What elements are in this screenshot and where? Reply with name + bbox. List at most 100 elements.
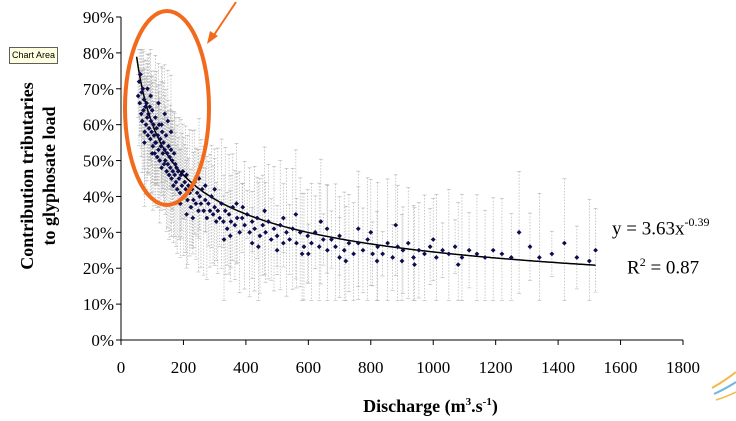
- data-point: [527, 244, 533, 250]
- y-tick-label: 50%: [83, 152, 114, 171]
- data-point: [215, 208, 221, 214]
- data-point: [232, 222, 238, 228]
- data-point: [490, 247, 496, 253]
- data-point: [427, 244, 433, 250]
- data-point: [290, 226, 296, 232]
- data-point: [182, 179, 188, 185]
- arrow-line: [211, 1, 237, 39]
- x-axis-title-end: ): [491, 396, 498, 416]
- data-point: [172, 172, 178, 178]
- x-axis-title-mid: .s: [471, 396, 483, 416]
- data-point: [163, 133, 169, 138]
- corner-swoosh-icon: [713, 381, 736, 395]
- data-point: [549, 251, 555, 257]
- data-point: [274, 233, 280, 239]
- data-point: [287, 237, 293, 242]
- data-point: [191, 197, 196, 203]
- data-point: [152, 115, 158, 120]
- data-point: [196, 208, 201, 214]
- r-squared-sup: 2: [639, 255, 646, 269]
- data-point: [199, 186, 205, 192]
- data-point: [146, 125, 152, 131]
- data-point: [188, 204, 194, 210]
- data-point: [370, 251, 376, 257]
- data-point: [145, 133, 151, 138]
- data-point: [516, 229, 522, 235]
- data-point: [365, 237, 371, 242]
- data-point: [168, 147, 174, 153]
- data-point: [197, 194, 203, 199]
- data-point: [166, 172, 172, 178]
- data-point: [337, 233, 342, 239]
- data-point: [260, 222, 266, 228]
- data-point: [305, 251, 311, 257]
- data-point: [190, 215, 196, 221]
- data-point: [213, 219, 219, 224]
- x-tick-label: 800: [358, 358, 384, 377]
- arrow-head-icon: [207, 31, 218, 44]
- data-point: [380, 251, 386, 257]
- data-point: [143, 122, 149, 128]
- data-point: [440, 247, 445, 253]
- data-point: [254, 215, 260, 221]
- data-point: [374, 258, 380, 264]
- data-point: [174, 165, 179, 171]
- data-point: [202, 197, 208, 203]
- data-point: [482, 255, 488, 260]
- data-point: [274, 247, 280, 253]
- highlight-ellipse: [123, 9, 211, 207]
- data-point: [305, 233, 311, 239]
- y-tick-label: 30%: [83, 223, 114, 242]
- data-point: [149, 150, 155, 156]
- data-point: [156, 147, 161, 153]
- data-point: [194, 190, 200, 196]
- data-point: [177, 190, 183, 196]
- x-axis-title-sup2: -1: [482, 396, 492, 408]
- data-point: [294, 240, 299, 246]
- data-point: [160, 150, 166, 156]
- data-point: [167, 165, 173, 171]
- data-point: [210, 211, 216, 217]
- data-point: [140, 86, 146, 92]
- data-point: [144, 115, 150, 120]
- data-point: [400, 247, 406, 253]
- data-point: [152, 140, 158, 146]
- y-tick-label: 70%: [83, 80, 114, 99]
- data-point: [297, 229, 303, 235]
- r-squared-label: R2 = 0.87: [627, 255, 699, 279]
- fit-equation: y = 3.63x-0.39: [612, 215, 710, 240]
- data-point: [198, 201, 204, 207]
- fit-equation-exponent: -0.39: [684, 215, 710, 229]
- data-point: [411, 255, 416, 260]
- data-point: [240, 204, 246, 210]
- data-point: [180, 168, 186, 174]
- data-point: [221, 237, 227, 242]
- data-point: [263, 229, 268, 235]
- data-point: [499, 251, 505, 257]
- data-point: [249, 219, 255, 224]
- data-point: [412, 262, 417, 268]
- data-point: [135, 93, 141, 99]
- fit-equation-prefix: y = 3.63x: [612, 218, 685, 240]
- x-tick-label: 400: [233, 358, 259, 377]
- data-point: [422, 251, 427, 257]
- data-point: [433, 255, 439, 260]
- data-point: [430, 237, 436, 242]
- data-point: [375, 244, 381, 250]
- data-point: [265, 219, 271, 224]
- data-point: [145, 86, 150, 92]
- data-point: [508, 255, 514, 260]
- data-point: [574, 255, 580, 260]
- data-point: [593, 247, 598, 253]
- data-point: [154, 125, 159, 131]
- x-axis-title-main: Discharge (m: [363, 396, 466, 416]
- data-point: [329, 237, 334, 242]
- y-tick-label: 90%: [83, 8, 114, 27]
- data-point: [162, 147, 168, 153]
- data-point: [586, 258, 592, 264]
- x-tick-label: 1400: [541, 358, 575, 377]
- data-point: [244, 211, 250, 217]
- data-point: [416, 247, 422, 253]
- data-point: [149, 129, 155, 135]
